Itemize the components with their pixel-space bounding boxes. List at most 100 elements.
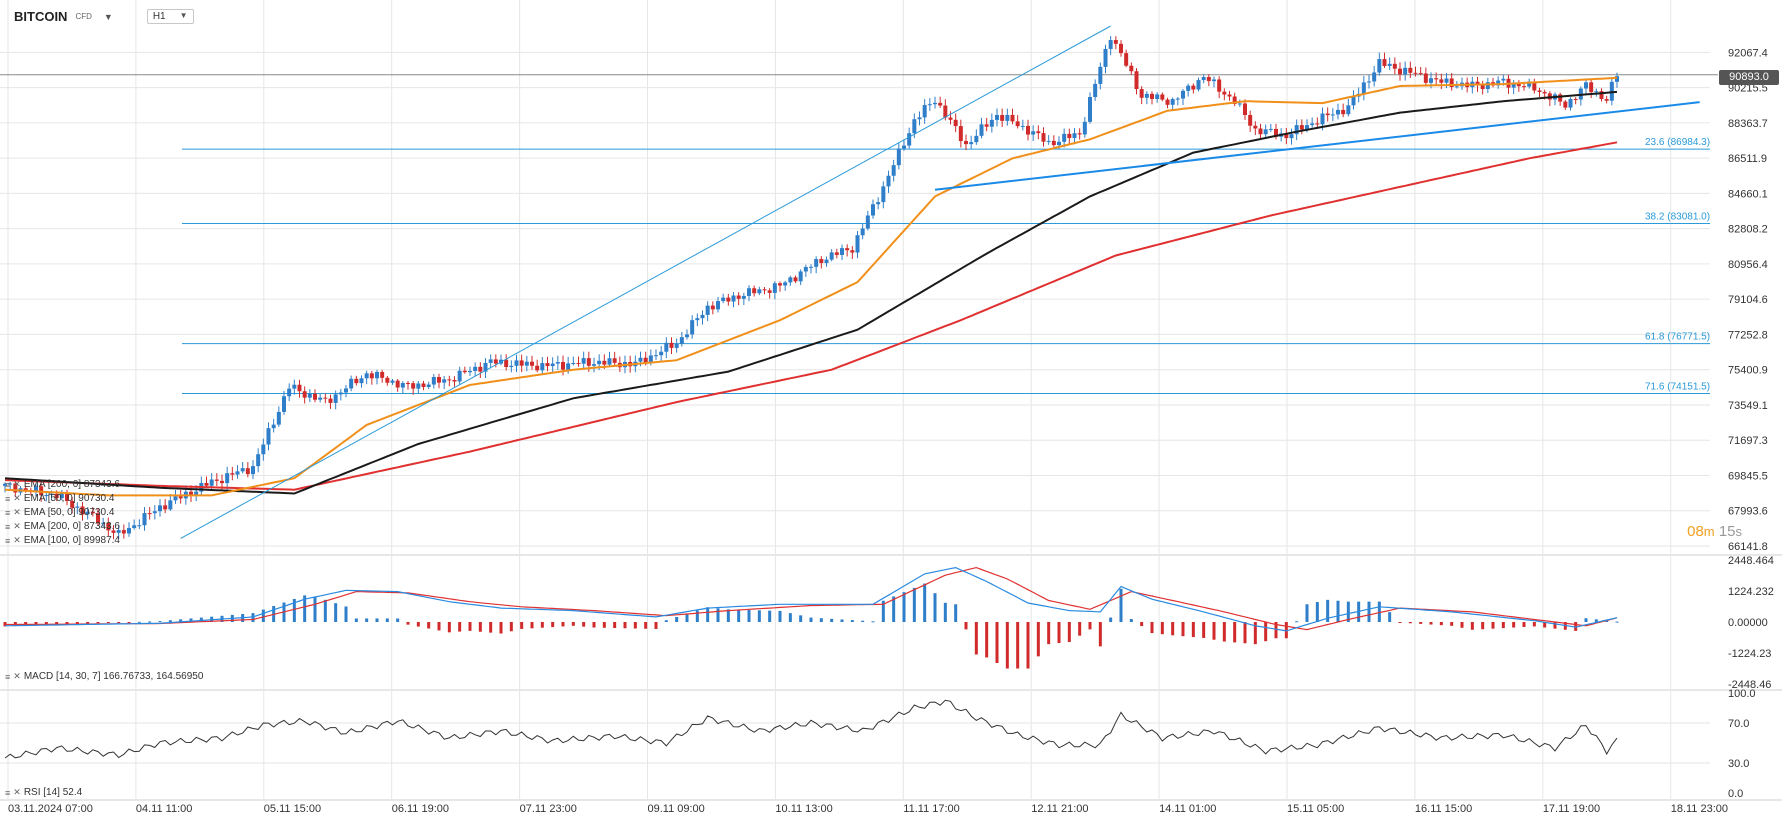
macd-histogram-bar: [1346, 601, 1350, 623]
candle-body: [271, 424, 276, 429]
candle-body: [59, 493, 64, 499]
close-icon[interactable]: ✕: [13, 493, 21, 503]
chevron-down-icon[interactable]: ▼: [103, 11, 113, 22]
y-axis-tick-label: 66141.8: [1728, 541, 1768, 553]
legend-macd[interactable]: ≡ ✕ MACD [14, 30, 7] 166.76733, 164.56950: [5, 671, 203, 682]
y-axis-tick-label: 73549.1: [1728, 400, 1768, 412]
candle-body: [307, 393, 312, 398]
macd-histogram-bar: [954, 604, 958, 623]
menu-icon[interactable]: ≡: [5, 535, 11, 546]
candle-body: [586, 358, 591, 366]
candle-body: [1325, 113, 1330, 116]
candle-body: [1077, 133, 1082, 135]
macd-histogram-bar: [788, 613, 792, 623]
timeframe-select[interactable]: H1 ▼: [146, 9, 194, 24]
candle-body: [891, 165, 896, 176]
legend-ema100[interactable]: ≡ ✕ EMA [100, 0] 89987.4: [5, 535, 120, 546]
macd-histogram-bar: [427, 622, 431, 629]
candle-body: [457, 370, 462, 382]
macd-histogram-bar: [1233, 622, 1237, 643]
macd-histogram-bar: [819, 618, 823, 622]
candle-body: [1217, 79, 1222, 92]
legend-ema-overlay-3[interactable]: ≡ ✕ EMA [50, 0] 90730.4: [5, 507, 114, 518]
candle-body: [1604, 99, 1609, 101]
candle-body: [793, 277, 798, 282]
candle-body: [654, 355, 658, 357]
legend-ema-overlay-1[interactable]: ≡ ✕ EMA [200, 0] 87343.6: [5, 479, 120, 490]
legend-rsi[interactable]: ≡ ✕ RSI [14] 52.4: [5, 787, 82, 798]
symbol-label[interactable]: BITCOIN: [14, 9, 68, 24]
candle-body: [1253, 125, 1258, 129]
candle-body: [483, 362, 488, 372]
menu-icon[interactable]: ≡: [5, 521, 11, 532]
candle-body: [369, 373, 374, 379]
candle-body: [767, 290, 772, 293]
x-axis-tick-label: 03.11.2024 07:00: [8, 803, 93, 815]
macd-histogram-bar: [303, 595, 307, 623]
y-axis-tick-label: 82808.2: [1728, 224, 1768, 236]
macd-histogram-bar: [592, 622, 596, 628]
candle-body: [1372, 72, 1377, 82]
close-icon[interactable]: ✕: [13, 535, 21, 545]
macd-histogram-bar: [1450, 622, 1454, 626]
legend-ema-overlay-2[interactable]: ≡ ✕ EMA [50, 0] 90730.4: [5, 493, 114, 504]
candle-body: [1299, 125, 1304, 130]
candle-body: [1434, 78, 1439, 80]
candle-body: [1041, 133, 1046, 142]
candle-body: [933, 102, 937, 105]
candle-body: [1330, 114, 1335, 116]
candle-body: [1263, 129, 1268, 135]
candle-body: [1589, 82, 1594, 93]
macd-histogram-bar: [86, 622, 90, 624]
macd-histogram-bar: [1284, 622, 1288, 639]
macd-histogram-bar: [313, 596, 317, 623]
candle-body: [695, 318, 700, 321]
macd-histogram-bar: [974, 622, 978, 655]
candle-body: [1382, 59, 1387, 66]
candle-body: [1108, 40, 1113, 49]
menu-icon[interactable]: ≡: [5, 479, 11, 490]
close-icon[interactable]: ✕: [13, 507, 21, 517]
macd-histogram-bar: [1419, 622, 1423, 624]
candle-body: [1516, 83, 1521, 87]
macd-histogram-bar: [354, 618, 358, 623]
candle-body: [1398, 68, 1402, 75]
candle-body: [1568, 99, 1573, 108]
close-icon[interactable]: ✕: [13, 787, 21, 797]
macd-histogram-bar: [757, 610, 761, 623]
macd-histogram-bar: [850, 620, 854, 623]
menu-icon[interactable]: ≡: [5, 671, 11, 682]
candle-body: [519, 360, 524, 366]
candle-body: [896, 148, 901, 166]
macd-histogram-bar: [1274, 622, 1278, 639]
candle-body: [685, 334, 689, 338]
macd-histogram-bar: [1605, 620, 1609, 623]
close-icon[interactable]: ✕: [13, 479, 21, 489]
candle-body: [1057, 141, 1061, 146]
fib-level-label: 71.6 (74151.5): [1645, 381, 1710, 392]
candle-body: [44, 495, 49, 497]
candle-body: [669, 342, 674, 348]
candle-body: [34, 486, 38, 492]
legend-ema200[interactable]: ≡ ✕ EMA [200, 0] 87343.6: [5, 521, 120, 532]
candle-body: [958, 126, 963, 142]
macd-histogram-bar: [1150, 622, 1154, 634]
macd-histogram-bar: [416, 622, 420, 627]
candle-body: [406, 383, 410, 385]
candle-body: [364, 373, 369, 379]
candle-body: [1449, 78, 1454, 88]
menu-icon[interactable]: ≡: [5, 493, 11, 504]
close-icon[interactable]: ✕: [13, 671, 21, 681]
macd-histogram-bar: [1129, 619, 1133, 623]
x-axis-tick-label: 09.11 09:00: [648, 803, 705, 815]
menu-icon[interactable]: ≡: [5, 787, 11, 798]
candle-body: [1186, 85, 1191, 91]
candle-body: [1010, 114, 1015, 122]
candle-body: [1232, 96, 1237, 104]
macd-histogram-bar: [840, 619, 844, 623]
close-icon[interactable]: ✕: [13, 521, 21, 531]
candle-body: [121, 530, 126, 534]
menu-icon[interactable]: ≡: [5, 507, 11, 518]
candle-body: [1031, 131, 1036, 135]
